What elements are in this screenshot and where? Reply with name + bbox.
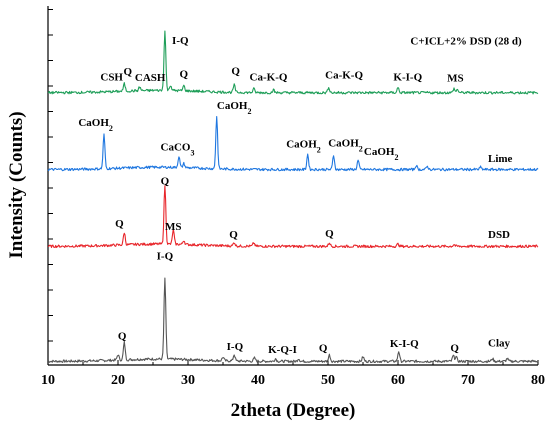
peak-label: MS — [165, 221, 182, 233]
peak-label: CaOH2 — [217, 100, 252, 116]
x-tick-label: 60 — [391, 373, 405, 388]
peak-label: Q — [161, 176, 170, 188]
peak-label: I-Q — [172, 35, 189, 47]
traces — [47, 30, 539, 364]
peak-label: Q — [115, 218, 124, 230]
peak-label: Q — [180, 69, 189, 81]
peak-label: Q — [124, 66, 133, 78]
x-tick-label: 40 — [251, 373, 265, 388]
peak-label: CASH — [135, 72, 166, 84]
series-label: C+ICL+2% DSD (28 d) — [410, 35, 522, 47]
plot-axes — [47, 6, 538, 366]
peak-label: K-Q-I — [268, 344, 297, 356]
x-tick-label: 30 — [181, 373, 195, 388]
x-tick-label: 70 — [461, 373, 475, 388]
peak-label: CaOH2 — [364, 146, 399, 162]
peak-label: Q — [319, 343, 328, 355]
peak-label: K-I-Q — [390, 338, 419, 350]
x-tick-label: 50 — [321, 373, 335, 388]
peak-labels: Q I-Q I-Q K-Q-I Q K-I-Q Q Q Q MS Q Q CaOH2 CaCO3 CaOH2… — [78, 35, 463, 356]
peak-label: CaOH2 — [328, 138, 363, 154]
x-axis-title: 2theta (Degree) — [231, 400, 356, 421]
series-label: Clay — [488, 338, 511, 350]
x-ticks: 10 20 30 40 50 60 70 80 — [41, 360, 545, 388]
peak-label: CaOH2 — [78, 117, 113, 133]
y-ticks — [48, 9, 53, 342]
x-tick-label: 20 — [111, 373, 125, 388]
peak-label: Ca-K-Q — [325, 69, 363, 81]
trace-c-icl-2-dsd-28-d- — [47, 30, 539, 95]
series-labels: Clay DSD Lime C+ICL+2% DSD (28 d) — [410, 35, 522, 349]
peak-label: CaCO3 — [161, 142, 195, 158]
trace-clay — [47, 277, 539, 364]
peak-label: I-Q — [157, 251, 174, 263]
peak-label: MS — [447, 73, 464, 85]
peak-label: Q — [231, 65, 240, 77]
peak-label: Q — [325, 228, 334, 240]
peak-label: CaOH2 — [286, 138, 321, 154]
peak-label: Q — [229, 229, 238, 241]
series-label: DSD — [488, 229, 510, 241]
peak-label: K-I-Q — [393, 71, 422, 83]
trace-lime — [47, 115, 539, 172]
peak-label: CSH — [100, 71, 123, 83]
peak-label: I-Q — [227, 341, 244, 353]
trace-dsd — [47, 185, 539, 249]
y-axis-title: Intensity (Counts) — [6, 111, 27, 258]
peak-label: Q — [450, 343, 459, 355]
peak-label: Q — [118, 331, 127, 343]
x-tick-label: 80 — [531, 373, 545, 388]
peak-label: Ca-K-Q — [250, 72, 288, 84]
series-label: Lime — [488, 153, 513, 165]
x-tick-label: 10 — [41, 373, 55, 388]
